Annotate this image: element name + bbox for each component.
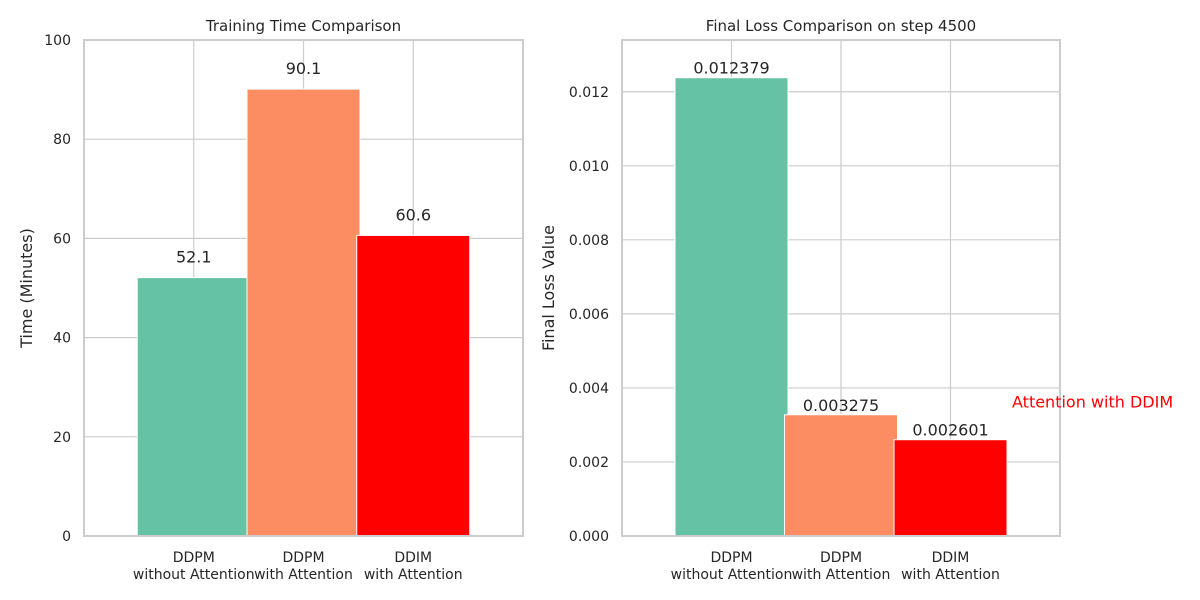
loss-bar bbox=[784, 414, 898, 537]
time-ytick-label: 100 bbox=[44, 33, 71, 49]
loss-value-label: 0.002601 bbox=[912, 421, 988, 440]
xtick-line: with Attention bbox=[364, 567, 463, 583]
time-axes-frame bbox=[83, 39, 524, 537]
time-bar bbox=[136, 277, 251, 537]
xtick-line: DDPM bbox=[710, 550, 752, 566]
loss-bar bbox=[674, 77, 789, 537]
time-value-label: 52.1 bbox=[176, 248, 212, 267]
xtick-line: DDIM bbox=[932, 550, 970, 566]
loss-xtick-label: DDIM with Attention bbox=[901, 550, 1000, 583]
time-ytick-label: 80 bbox=[53, 132, 71, 148]
xtick-line: DDIM bbox=[394, 550, 432, 566]
xtick-line: DDPM bbox=[820, 550, 862, 566]
time-bar bbox=[246, 88, 361, 537]
loss-xtick-label: DDPM with Attention bbox=[792, 550, 891, 583]
time-ytick-label: 20 bbox=[53, 430, 71, 446]
annotation-label: Attention with DDIM bbox=[1012, 393, 1173, 412]
loss-xtick-label: DDPM without Attention bbox=[671, 550, 793, 583]
xtick-line: without Attention bbox=[133, 567, 255, 583]
time-value-label: 90.1 bbox=[286, 59, 322, 78]
xtick-line: DDPM bbox=[173, 550, 215, 566]
xtick-line: DDPM bbox=[282, 550, 324, 566]
loss-value-label: 0.012379 bbox=[693, 59, 769, 78]
time-ytick-label: 0 bbox=[62, 529, 71, 545]
loss-ytick-label: 0.010 bbox=[569, 159, 609, 175]
loss-ytick-label: 0.000 bbox=[569, 529, 609, 545]
time-ytick-label: 60 bbox=[53, 231, 71, 247]
time-value-label: 60.6 bbox=[395, 205, 431, 224]
loss-ytick-label: 0.006 bbox=[569, 307, 609, 323]
time-ytick-label: 40 bbox=[53, 331, 71, 347]
loss-bar bbox=[893, 439, 1008, 537]
xtick-line: without Attention bbox=[671, 567, 793, 583]
loss-ytick-label: 0.008 bbox=[569, 233, 609, 249]
time-y-axis-label: Time (Minutes) bbox=[17, 228, 36, 349]
time-chart-title: Training Time Comparison bbox=[205, 17, 401, 35]
time-xtick-label: DDPM with Attention bbox=[254, 550, 353, 583]
loss-axes-frame bbox=[621, 39, 1061, 537]
xtick-line: with Attention bbox=[254, 567, 353, 583]
time-xtick-label: DDPM without Attention bbox=[133, 550, 255, 583]
final-loss-chart: 0.000 0.002 0.004 0.006 0.008 0.010 0.012 0.012… bbox=[539, 17, 1173, 583]
time-xtick-label: DDIM with Attention bbox=[364, 550, 463, 583]
loss-value-label: 0.003275 bbox=[803, 396, 879, 415]
xtick-line: with Attention bbox=[792, 567, 891, 583]
loss-ytick-label: 0.002 bbox=[569, 455, 609, 471]
loss-y-axis-label: Final Loss Value bbox=[539, 225, 558, 351]
time-bar bbox=[356, 234, 471, 537]
loss-chart-title: Final Loss Comparison on step 4500 bbox=[706, 17, 976, 35]
loss-ytick-label: 0.012 bbox=[569, 85, 609, 101]
xtick-line: with Attention bbox=[901, 567, 1000, 583]
loss-ytick-label: 0.004 bbox=[569, 381, 609, 397]
